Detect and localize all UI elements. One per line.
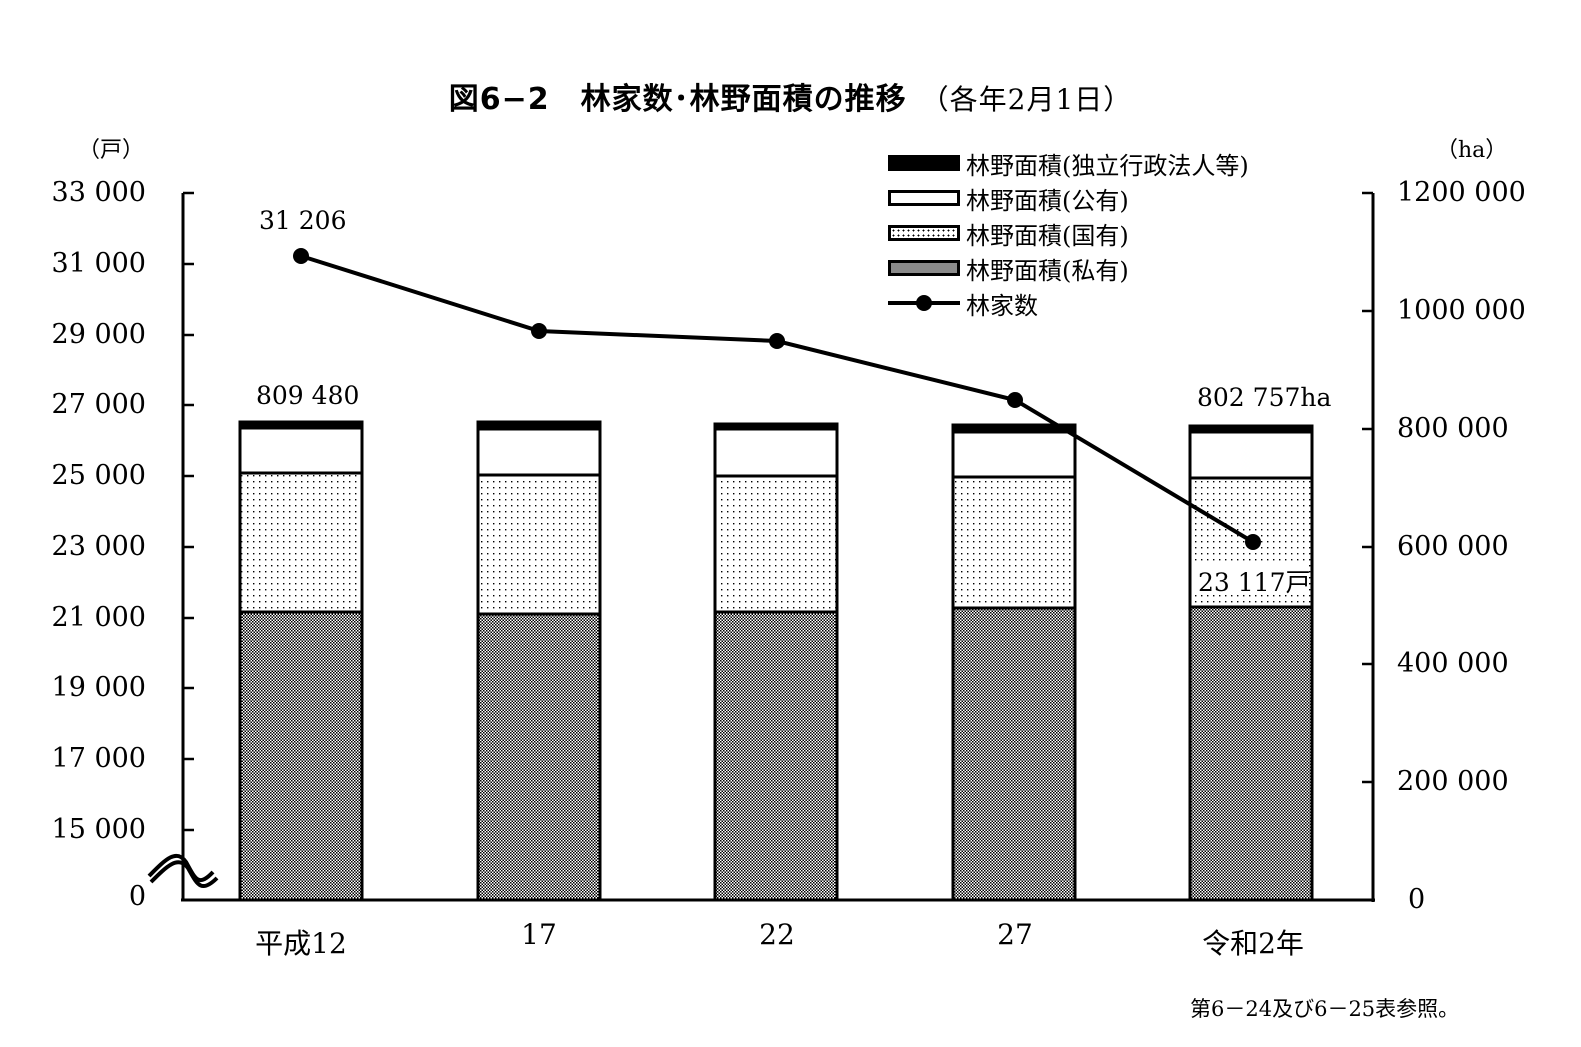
right-tick-label: 600 000 bbox=[1397, 531, 1509, 562]
x-label-reiwa2: 令和2年 bbox=[1202, 927, 1304, 960]
left-tick-label: 29 000 bbox=[51, 319, 146, 350]
line-marker bbox=[293, 248, 309, 264]
right-tick-label: 200 000 bbox=[1397, 766, 1509, 797]
left-axis bbox=[181, 191, 194, 900]
bar-heisei12 bbox=[238, 420, 364, 902]
legend-swatch-solid-black-icon bbox=[888, 155, 960, 171]
left-tick-label: 25 000 bbox=[51, 460, 146, 491]
chart-title-main: 図6−2 林家数･林野面積の推移 bbox=[448, 82, 907, 117]
legend-item-households: 林家数 bbox=[888, 286, 1038, 320]
x-label-27: 27 bbox=[997, 918, 1033, 951]
axis-break-icon bbox=[147, 854, 219, 889]
bar-h17 bbox=[476, 420, 602, 902]
x-label-22: 22 bbox=[759, 918, 795, 951]
line-marker bbox=[769, 333, 785, 349]
line-marker bbox=[531, 323, 547, 339]
left-tick-label: 17 000 bbox=[51, 743, 146, 774]
bar-total-last: 802 757ha bbox=[1197, 383, 1332, 412]
bar-h22 bbox=[713, 422, 839, 902]
x-label-heisei12: 平成12 bbox=[255, 927, 347, 960]
legend-swatch-line-marker-icon bbox=[888, 295, 960, 311]
left-axis-unit: （戸） bbox=[78, 138, 145, 163]
legend-item-private: 林野面積(私有) bbox=[888, 251, 1129, 285]
chart-title: 図6−2 林家数･林野面積の推移 （各年2月1日） bbox=[0, 74, 1581, 118]
left-tick-label: 27 000 bbox=[51, 389, 146, 420]
left-tick-label: 19 000 bbox=[51, 672, 146, 703]
line-value-last: 23 117戸 bbox=[1198, 568, 1311, 597]
chart-title-sub: （各年2月1日） bbox=[920, 83, 1133, 116]
line-series-households bbox=[293, 248, 1261, 550]
legend-item-independent: 林野面積(独立行政法人等) bbox=[888, 146, 1249, 180]
bar-total-first: 809 480 bbox=[256, 381, 360, 410]
legend-swatch-dense-dots-icon bbox=[888, 260, 960, 276]
right-tick-label: 0 bbox=[1408, 884, 1426, 915]
bar-reiwa2 bbox=[1188, 424, 1314, 902]
left-tick-label: 21 000 bbox=[51, 602, 146, 633]
line-marker bbox=[1245, 534, 1261, 550]
legend-item-national: 林野面積(国有) bbox=[888, 216, 1129, 250]
left-tick-label: 23 000 bbox=[51, 531, 146, 562]
line-value-first: 31 206 bbox=[259, 206, 347, 235]
right-axis bbox=[1362, 191, 1375, 902]
right-tick-label: 1200 000 bbox=[1397, 177, 1526, 208]
left-tick-label: 31 000 bbox=[51, 248, 146, 279]
right-tick-label: 400 000 bbox=[1397, 648, 1509, 679]
left-tick-label: 33 000 bbox=[51, 177, 146, 208]
left-tick-label: 0 bbox=[128, 881, 146, 912]
bar-h27 bbox=[951, 423, 1077, 902]
right-axis-unit: （ha） bbox=[1436, 138, 1508, 163]
x-label-17: 17 bbox=[521, 918, 557, 951]
legend-item-public: 林野面積(公有) bbox=[888, 181, 1129, 215]
line-marker bbox=[1007, 392, 1023, 408]
right-tick-label: 800 000 bbox=[1397, 413, 1509, 444]
legend-swatch-white-icon bbox=[888, 190, 960, 206]
footnote: 第6－24及び6－25表参照。 bbox=[1190, 997, 1460, 1021]
legend-swatch-light-dots-icon bbox=[888, 225, 960, 241]
right-tick-label: 1000 000 bbox=[1397, 295, 1526, 326]
left-tick-label: 15 000 bbox=[51, 814, 146, 845]
